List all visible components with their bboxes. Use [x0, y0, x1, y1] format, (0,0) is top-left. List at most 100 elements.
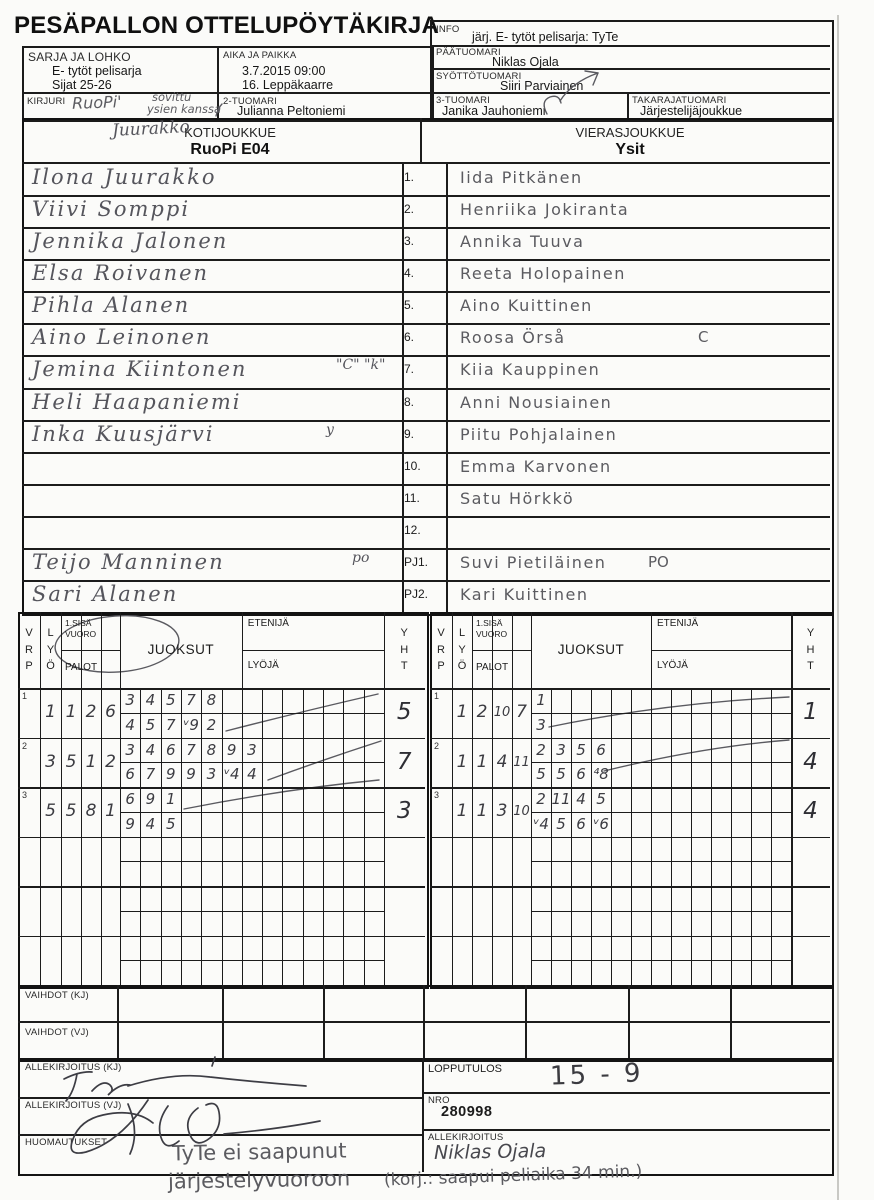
grid-line: [221, 688, 223, 738]
grid-line: [160, 935, 162, 985]
grid-line: [22, 259, 830, 261]
grid-line: [423, 985, 425, 1058]
grid-line: [711, 886, 712, 936]
roster-number: 12.: [404, 523, 421, 537]
grid-line: [651, 737, 652, 787]
grid-line: [651, 787, 652, 837]
grid-line: [751, 787, 752, 837]
paatuomari-label: PÄÄTUOMARI: [436, 47, 501, 58]
grid-line: [402, 420, 404, 452]
grid-line: [691, 836, 692, 886]
roster-number: 5.: [404, 298, 415, 312]
divider: [422, 1092, 830, 1094]
grid-line: [241, 787, 243, 837]
grid-line: [531, 811, 791, 813]
grid-header-palot: PALOT: [65, 662, 98, 673]
grid-header-sisa: 1.SISÄ: [65, 618, 92, 628]
divider: [22, 162, 830, 164]
palot-value: 2: [85, 702, 97, 722]
grid-line: [731, 836, 732, 886]
grid-line: [631, 886, 632, 936]
grid-line: [446, 163, 448, 195]
grid-line: [262, 688, 264, 738]
grid-header-juoksut: JUOKSUT: [147, 642, 215, 657]
grid-line: [302, 737, 304, 787]
juoksut-value: 5: [165, 691, 176, 709]
inning-number: 2: [434, 740, 440, 751]
grid-line: [61, 650, 120, 651]
grid-line: [671, 737, 672, 787]
grid-line: [282, 787, 284, 837]
scan-edge: [837, 15, 839, 1200]
away-player-name: Piitu Pohjalainen: [460, 425, 618, 444]
grid-line: [446, 516, 448, 548]
grid-line: [402, 516, 404, 548]
aika-line2: 16. Leppäkaarre: [242, 78, 334, 92]
away-player-name: Reeta Holopainen: [460, 264, 626, 283]
away-player-name: Aino Kuittinen: [460, 296, 593, 315]
grid-line: [363, 787, 365, 837]
grid-line: [446, 355, 448, 388]
grid-line: [120, 762, 384, 764]
grid-line: [201, 688, 203, 738]
grid-header-lyo: L Y Ö: [457, 627, 467, 673]
away-team-label: VIERASJOUKKUE: [575, 125, 685, 140]
grid-line: [402, 484, 404, 516]
grid-line: [430, 836, 830, 838]
roster-number: 6.: [404, 330, 415, 344]
juoksut-value: 2: [536, 740, 546, 759]
grid-line: [120, 910, 384, 912]
grid-line: [402, 163, 404, 195]
home-player-note: "C" "k": [336, 357, 386, 373]
header-left-table: [22, 46, 434, 122]
grid-line: [671, 836, 672, 886]
grid-line: [751, 688, 752, 738]
grid-line: [651, 886, 652, 936]
grid-line: [631, 787, 632, 837]
grid-line: [551, 688, 552, 738]
lyoja-value: 3: [45, 751, 56, 772]
grid-line: [671, 787, 672, 837]
palot-value: 3: [496, 801, 508, 821]
grid-line: [711, 836, 712, 886]
grid-line: [531, 612, 532, 985]
grid-header-lyoja: LYÖJÄ: [247, 660, 279, 671]
roster-number: PJ2.: [404, 587, 429, 601]
grid-line: [201, 737, 203, 787]
juoksut-value: 2: [536, 790, 546, 808]
grid-line: [160, 886, 162, 936]
grid-line: [22, 388, 830, 390]
grid-line: [452, 612, 453, 985]
divider: [420, 118, 422, 163]
grid-line: [571, 688, 572, 738]
tuomari2-value: Julianna Peltoniemi: [237, 104, 346, 118]
roster-number: 7.: [404, 362, 415, 376]
grid-line: [120, 612, 121, 985]
grid-line: [363, 737, 365, 787]
header-right-table: [430, 20, 834, 122]
grid-line: [771, 737, 772, 787]
juoksut-value: 6: [576, 814, 586, 833]
yht-value: 1: [803, 699, 818, 725]
roster-number: 10.: [404, 459, 421, 473]
info-value: järj. E- tytöt pelisarja: TyTe: [472, 30, 619, 44]
away-player-name: Henriika Jokiranta: [460, 200, 630, 219]
grid-header-lyo: L Y Ö: [46, 627, 55, 673]
divider: [422, 1129, 830, 1131]
palot-value: 1: [65, 702, 77, 722]
away-player-name: Annika Tuuva: [460, 232, 585, 251]
home-player-note: po: [352, 550, 370, 566]
grid-line: [571, 787, 572, 837]
grid-line: [180, 737, 182, 787]
grid-line: [61, 612, 62, 985]
home-player-name: Ilona Juurakko: [32, 165, 217, 189]
grid-line: [241, 650, 384, 651]
aika-label: AIKA JA PAIKKA: [223, 50, 297, 61]
grid-line: [140, 787, 142, 837]
grid-line: [571, 935, 572, 985]
grid-line: [525, 985, 527, 1058]
palot-value: 2: [476, 702, 488, 722]
grid-line: [343, 787, 345, 837]
juoksut-value: 9: [145, 790, 156, 808]
